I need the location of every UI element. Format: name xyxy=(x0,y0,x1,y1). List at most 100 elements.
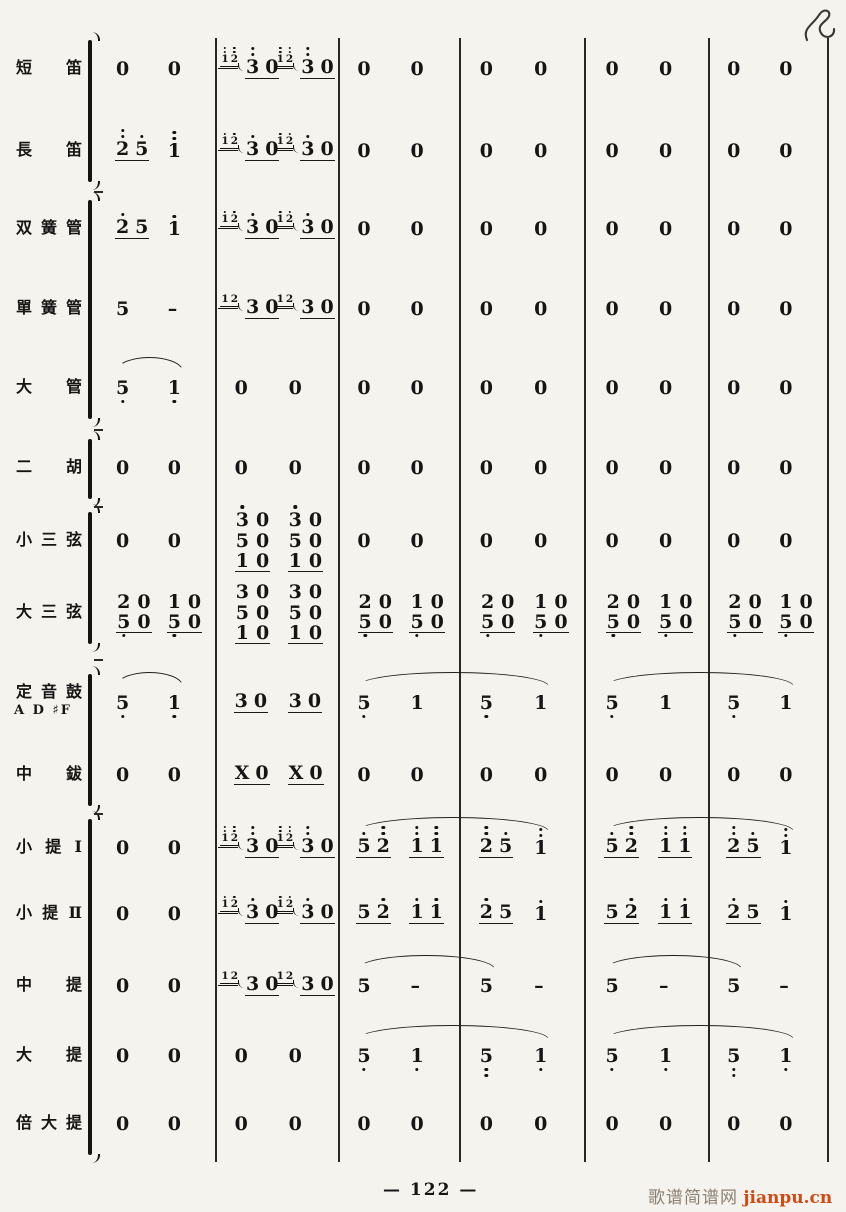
beat-group: 0 xyxy=(167,1046,182,1066)
system-brace xyxy=(88,431,100,507)
note-row: 0 xyxy=(533,458,548,478)
note-row: 0 xyxy=(234,1046,249,1066)
octave-dots xyxy=(539,1068,543,1072)
octave-dots xyxy=(539,899,543,903)
beat-group: 0 xyxy=(409,765,424,785)
octave-dot xyxy=(233,210,236,213)
octave-dot xyxy=(279,895,282,898)
grace-digit: 2 xyxy=(286,46,293,65)
note-digit: 0 xyxy=(779,140,793,162)
note-digit: 0 xyxy=(265,901,279,923)
octave-dot xyxy=(415,897,419,901)
grace-hook xyxy=(293,980,300,988)
octave-dot xyxy=(484,1068,489,1072)
octave-dot xyxy=(784,899,788,903)
note-row: 0 xyxy=(533,531,548,551)
note-digit: 0 xyxy=(534,218,548,240)
grace-digit: 1 xyxy=(277,132,284,147)
octave-dots xyxy=(306,47,310,56)
note-row: 0 xyxy=(726,531,741,551)
octave-dots xyxy=(663,897,668,901)
beat-group: 0 xyxy=(356,299,371,319)
note-digit: 0 xyxy=(187,591,202,613)
octave-dots xyxy=(784,899,788,903)
brace-hook-bottom xyxy=(90,643,100,652)
brace-hook-bottom xyxy=(90,498,100,507)
beat-group: 5 xyxy=(604,1046,619,1072)
system-brace xyxy=(88,192,100,427)
note-digit: 1 xyxy=(779,692,793,714)
note-digit: 5 xyxy=(728,613,741,638)
beat-group: 0 xyxy=(356,458,371,478)
note-digit: 0 xyxy=(320,56,334,78)
beat-group: 0 xyxy=(409,1114,424,1134)
note-digit: 3 xyxy=(246,212,259,237)
beat-group: 0 xyxy=(658,458,673,478)
note-digit: 0 xyxy=(115,530,130,552)
note-digit: 0 xyxy=(659,530,673,552)
octave-dot xyxy=(484,715,489,719)
note-row: 0 xyxy=(658,141,673,161)
octave-dot xyxy=(223,895,227,898)
beat-group: 0 xyxy=(726,1114,741,1134)
octave-dots xyxy=(223,132,227,135)
octave-dots xyxy=(503,831,508,835)
note-digit: 3 xyxy=(301,897,314,922)
instrument-label-char: 簧 xyxy=(40,218,57,237)
instrument-label: 倍大提 xyxy=(16,1112,82,1134)
beat-group: 0 xyxy=(356,1114,371,1134)
octave-dots xyxy=(120,715,125,719)
note-digit: 0 xyxy=(479,1113,493,1135)
beat-group: 1 xyxy=(533,1046,548,1072)
note-row: 1 xyxy=(533,1046,548,1072)
beat-group: 0 xyxy=(234,1114,249,1134)
note-digit: 0 xyxy=(479,140,493,162)
note-row: 0 xyxy=(409,765,424,785)
instrument-label-char: 單 xyxy=(16,298,33,317)
grace-digit: 1 xyxy=(276,293,284,305)
note-row: 0 xyxy=(234,1114,249,1134)
note-row: 0 xyxy=(726,378,741,398)
note-digit: 0 xyxy=(534,377,548,399)
beat-group: 5 xyxy=(356,976,371,996)
beat-group: 0 xyxy=(604,458,619,478)
note-digit: 5 xyxy=(605,1046,619,1072)
note-digit: 0 xyxy=(534,58,548,80)
note-row: 0 xyxy=(356,219,371,239)
note-digit: 0 xyxy=(605,58,619,80)
beat-group: 0 xyxy=(778,458,793,478)
note-row: 0 xyxy=(658,219,673,239)
note-digit: 1 xyxy=(659,692,673,714)
note-digit: 5 xyxy=(605,831,619,856)
beat-group: 0 xyxy=(167,59,182,79)
beat-group: 1 xyxy=(778,899,793,924)
octave-dot xyxy=(485,634,490,638)
octave-dot xyxy=(306,831,310,835)
octave-dots xyxy=(485,634,490,638)
note-digit: 0 xyxy=(779,58,793,80)
note-row: 0 xyxy=(115,1046,130,1066)
beat-group: 0 xyxy=(234,458,249,478)
octave-dot xyxy=(172,400,176,404)
octave-dot xyxy=(120,129,125,133)
octave-dots xyxy=(484,897,489,901)
note-row: 5 xyxy=(604,693,619,719)
beat-group: 0 xyxy=(726,141,741,161)
beat-group: 5 xyxy=(479,976,494,996)
